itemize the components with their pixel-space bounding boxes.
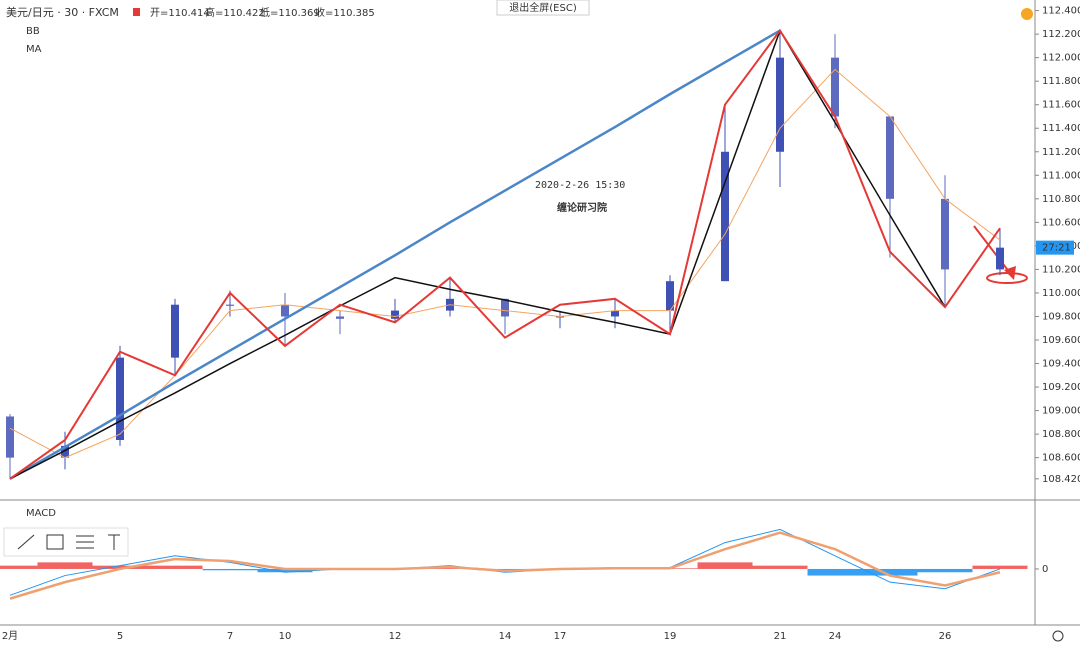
candle-body — [886, 116, 894, 199]
annotation-label: 缠论研习院 — [557, 201, 607, 214]
x-tick-label: 14 — [499, 631, 512, 642]
candle-body — [831, 57, 839, 117]
y-tick-label: 112.000 — [1042, 53, 1080, 64]
histogram-bar — [752, 565, 808, 569]
annotation-date: 2020-2-26 15:30 — [535, 180, 625, 191]
y-tick-label: 111.200 — [1042, 147, 1080, 158]
alert-icon[interactable] — [1021, 8, 1033, 20]
series-line — [9, 528, 1001, 596]
candle-body — [171, 304, 179, 358]
y-tick-label: 109.200 — [1042, 382, 1080, 393]
indicator-bb[interactable]: BB — [26, 26, 40, 37]
ohlc-high: 高=110.422 — [205, 6, 265, 19]
x-tick-label: 5 — [117, 631, 123, 642]
ohlc-open: 开=110.414 — [150, 8, 210, 19]
candle-body — [666, 281, 674, 311]
flag-icon — [133, 8, 140, 16]
toolbar — [3, 527, 129, 557]
y-tick-label: 112.400 — [1042, 6, 1080, 17]
histogram-bar — [202, 568, 258, 571]
series-line — [9, 531, 1001, 600]
y-tick-label: 108.800 — [1042, 429, 1080, 440]
candle-body — [116, 357, 124, 440]
y-tick-label: 0 — [1042, 564, 1048, 575]
candle-body — [941, 198, 949, 270]
candle-body — [996, 247, 1004, 270]
drawing-toolbar — [3, 527, 129, 557]
line-tool[interactable] — [17, 534, 35, 550]
ohlc-low: 低=110.369 — [260, 6, 320, 19]
candle-body — [281, 304, 289, 317]
histogram-bar — [0, 565, 38, 569]
histogram-bar — [917, 568, 973, 573]
y-tick-label: 110.200 — [1042, 264, 1080, 275]
symbol-title: 美元/日元 · 30 · FXCM — [6, 6, 119, 19]
histogram-bar — [147, 565, 203, 569]
x-tick-label: 21 — [774, 631, 787, 642]
histogram-bar — [972, 565, 1028, 569]
histogram-bar — [37, 562, 93, 569]
y-tick-label: 111.800 — [1042, 76, 1080, 87]
x-tick-label: 19 — [664, 631, 677, 642]
y-tick-label: 108.600 — [1042, 453, 1080, 464]
x-tick-label: 12 — [389, 631, 402, 642]
x-tick-label: 24 — [829, 631, 842, 642]
candle-body — [501, 298, 509, 317]
countdown-label: 27:21 — [1042, 243, 1071, 254]
candle-body — [6, 416, 14, 458]
y-tick-label: 109.600 — [1042, 335, 1080, 346]
y-tick-label: 109.400 — [1042, 359, 1080, 370]
candle-body — [61, 445, 69, 458]
x-tick-label: 2月 — [2, 630, 18, 642]
indicator-ma[interactable]: MA — [26, 44, 42, 55]
histogram-bar — [92, 565, 148, 569]
fullscreen-label: 退出全屏(ESC) — [509, 1, 577, 14]
settings-icon[interactable] — [1052, 630, 1064, 642]
x-tick-label: 26 — [939, 631, 952, 642]
indicator-macd[interactable]: MACD — [26, 508, 56, 519]
x-tick-label: 7 — [227, 631, 233, 642]
histogram-bar — [422, 567, 478, 569]
y-tick-label: 110.800 — [1042, 194, 1080, 205]
fullscreen-button[interactable] — [496, 0, 590, 16]
fib-tool[interactable] — [76, 535, 94, 549]
y-tick-label: 108.420 — [1042, 474, 1080, 485]
target-ellipse — [986, 272, 1028, 284]
series-line — [9, 29, 781, 480]
histogram-bar — [862, 568, 918, 576]
y-tick-label: 111.400 — [1042, 123, 1080, 134]
histogram-bar — [257, 568, 313, 573]
candle-body — [721, 151, 729, 282]
candle-body — [776, 57, 784, 152]
x-tick-label: 17 — [554, 631, 567, 642]
y-tick-label: 110.600 — [1042, 217, 1080, 228]
y-tick-label: 110.000 — [1042, 288, 1080, 299]
y-tick-label: 109.800 — [1042, 311, 1080, 322]
candle-body — [611, 310, 619, 317]
y-tick-label: 109.000 — [1042, 406, 1080, 417]
rect-tool[interactable] — [46, 534, 64, 550]
ohlc-close: 收=110.385 — [315, 6, 375, 19]
candle-body — [336, 316, 344, 319]
histogram-bar — [697, 562, 753, 569]
text-tool[interactable] — [108, 534, 120, 550]
histogram-bar — [477, 568, 533, 571]
candle-body — [391, 310, 399, 319]
y-tick-label: 112.200 — [1042, 29, 1080, 40]
price-tag — [1036, 240, 1074, 255]
y-tick-label: 111.600 — [1042, 100, 1080, 111]
x-tick-label: 10 — [279, 631, 292, 642]
histogram-bar — [807, 568, 863, 576]
y-tick-label: 111.000 — [1042, 170, 1080, 181]
candle-body — [226, 304, 234, 306]
series-line — [9, 28, 1001, 480]
